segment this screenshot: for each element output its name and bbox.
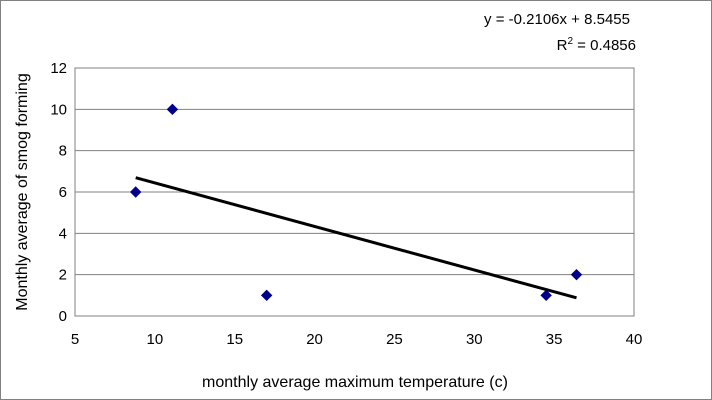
data-point-diamond <box>260 289 273 302</box>
data-point-diamond <box>540 289 552 302</box>
y-tick-label: 0 <box>59 308 67 325</box>
y-tick-label: 6 <box>59 184 67 201</box>
x-tick-label: 5 <box>71 331 79 348</box>
trendline <box>135 176 577 300</box>
y-tick-label: 4 <box>59 225 67 242</box>
data-points <box>129 103 583 302</box>
data-point-diamond <box>129 186 142 198</box>
x-axis-ticks: 5 10 15 20 25 30 35 40 <box>71 331 643 348</box>
r-squared-superscript: 2 <box>567 36 573 47</box>
y-tick-label: 12 <box>50 60 67 77</box>
x-tick-label: 25 <box>386 331 403 348</box>
y-axis-label: Monthly average of smog forming <box>14 73 31 310</box>
data-point-diamond <box>166 103 179 116</box>
x-axis-label: monthly average maximum temperature (c) <box>202 374 508 391</box>
y-axis-ticks: 0 2 4 6 8 10 12 <box>50 60 67 325</box>
r-squared-label: R <box>557 37 568 54</box>
y-tick-label: 10 <box>50 101 67 118</box>
data-point-diamond <box>570 268 583 281</box>
x-tick-label: 15 <box>226 331 243 348</box>
y-tick-label: 2 <box>59 267 67 284</box>
y-tick-label: 8 <box>59 143 67 160</box>
trendline-r-squared: R2 = 0.4856 <box>557 36 636 54</box>
x-tick-label: 20 <box>306 331 323 348</box>
x-tick-label: 30 <box>466 331 483 348</box>
x-tick-label: 10 <box>147 331 164 348</box>
r-squared-value: = 0.4856 <box>573 37 636 54</box>
x-tick-label: 35 <box>546 331 563 348</box>
trendline-equation: y = -0.2106x + 8.5455 <box>484 11 630 28</box>
x-tick-label: 40 <box>626 331 643 348</box>
